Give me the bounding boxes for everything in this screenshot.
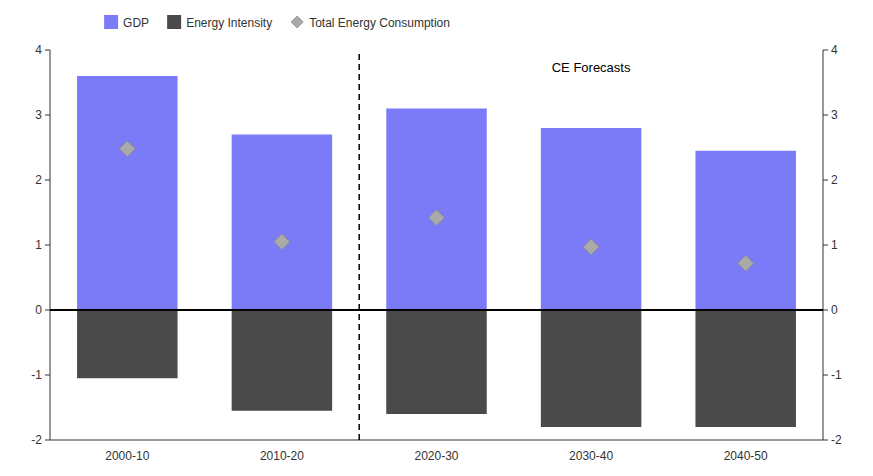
- x-tick-label: 2020-30: [414, 449, 458, 463]
- annotation: CE Forecasts: [552, 60, 631, 75]
- legend-label: GDP: [123, 16, 149, 30]
- y2-tick: [823, 310, 828, 311]
- y-tick-label: 1: [35, 238, 42, 252]
- point-marks: [119, 141, 753, 271]
- y-tick-label: 3: [35, 108, 42, 122]
- legend-swatch: [167, 15, 181, 29]
- y2-tick-label: -2: [831, 433, 842, 447]
- bar: [541, 310, 641, 427]
- x-tick-label: 2040-50: [724, 449, 768, 463]
- legend-label: Total Energy Consumption: [309, 16, 450, 30]
- bar: [695, 310, 795, 427]
- y2-tick: [823, 115, 828, 116]
- y2-tick-label: 1: [831, 238, 838, 252]
- bar: [386, 310, 486, 414]
- y-tick: [45, 180, 50, 181]
- y2-tick: [823, 50, 828, 51]
- chart: -2 -1 0 1 2 3 4 -2 -1 0 1 2 3 4 2000-10 2010-20 2020-30 2…: [0, 0, 873, 476]
- point: [738, 255, 754, 271]
- y-tick: [45, 375, 50, 376]
- bar: [77, 76, 177, 310]
- point: [583, 239, 599, 255]
- y2-tick-label: 4: [831, 43, 838, 57]
- legend-label: Energy Intensity: [186, 16, 272, 30]
- x-tick-label: 2030-40: [569, 449, 613, 463]
- x-tick-label: 2000-10: [105, 449, 149, 463]
- y-tick: [45, 50, 50, 51]
- y-tick: [45, 310, 50, 311]
- y2-tick: [823, 180, 828, 181]
- y2-tick-label: 3: [831, 108, 838, 122]
- y2-tick: [823, 440, 828, 441]
- bar: [77, 310, 177, 378]
- bar: [232, 310, 332, 411]
- y-tick-label: 4: [35, 43, 42, 57]
- bar: [541, 128, 641, 310]
- point: [429, 210, 445, 226]
- y2-tick-label: 0: [831, 303, 838, 317]
- y2-tick-label: 2: [831, 173, 838, 187]
- y-tick-label: -1: [31, 368, 42, 382]
- zero-line: [50, 309, 823, 311]
- y-tick-label: 0: [35, 303, 42, 317]
- y2-tick: [823, 375, 828, 376]
- y-tick: [45, 440, 50, 441]
- y-tick-label: 2: [35, 173, 42, 187]
- x-tick-label: 2010-20: [260, 449, 304, 463]
- y-tick-label: -2: [31, 433, 42, 447]
- y-tick: [45, 245, 50, 246]
- legend-swatch: [291, 16, 303, 28]
- bar: [232, 135, 332, 311]
- forecast-divider: [358, 50, 360, 440]
- bar: [695, 151, 795, 310]
- y2-tick: [823, 245, 828, 246]
- x-axis-line: [50, 440, 823, 441]
- y-tick: [45, 115, 50, 116]
- bar: [386, 109, 486, 311]
- legend: GDP Energy Intensity Total Energy Consumpt…: [104, 15, 450, 30]
- point: [119, 141, 135, 157]
- point: [274, 234, 290, 250]
- y2-tick-label: -1: [831, 368, 842, 382]
- legend-swatch: [104, 15, 118, 29]
